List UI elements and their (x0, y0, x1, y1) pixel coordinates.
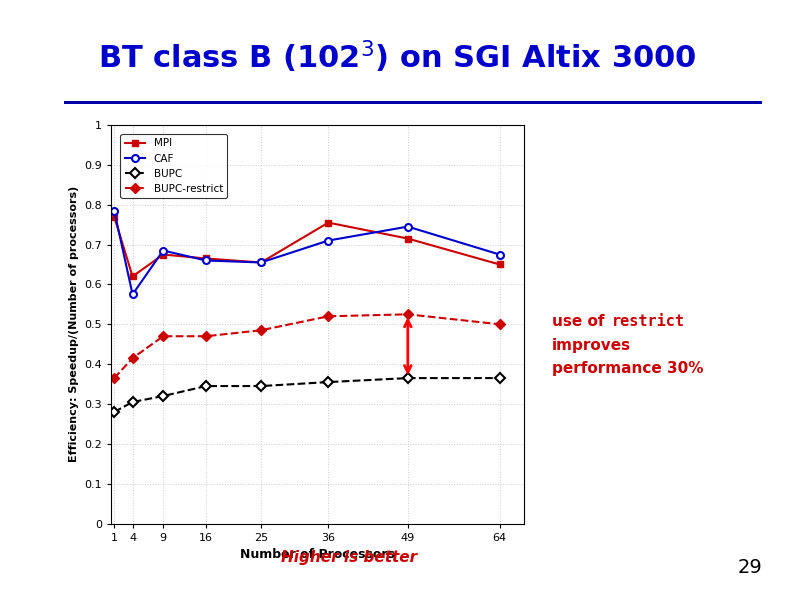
BUPC-restrict (256, 327, 266, 334)
CAF (323, 237, 333, 244)
Line: BUPC-restrict: BUPC-restrict (110, 311, 503, 381)
MPI (495, 261, 504, 268)
MPI (256, 259, 266, 266)
BUPC-restrict (403, 311, 413, 318)
BUPC-restrict (128, 355, 137, 362)
BUPC-restrict (495, 321, 504, 328)
X-axis label: Number of Processors: Number of Processors (240, 548, 395, 561)
MPI (158, 251, 168, 258)
BUPC (323, 378, 333, 386)
BUPC (110, 408, 119, 415)
CAF (158, 247, 168, 254)
BUPC (403, 374, 413, 381)
Text: performance 30%: performance 30% (552, 361, 703, 377)
BUPC-restrict (110, 374, 119, 381)
Text: improves: improves (552, 337, 631, 353)
Text: use of: use of (552, 314, 610, 329)
Text: restrict: restrict (611, 314, 684, 329)
BUPC-restrict (201, 333, 210, 340)
CAF (110, 207, 119, 214)
BUPC (128, 399, 137, 406)
MPI (110, 213, 119, 220)
BUPC-restrict (158, 333, 168, 340)
BUPC (495, 374, 504, 381)
BUPC (158, 393, 168, 400)
Text: 29: 29 (738, 558, 762, 577)
Text: BT class B (102$^3$) on SGI Altix 3000: BT class B (102$^3$) on SGI Altix 3000 (98, 38, 696, 75)
CAF (495, 251, 504, 258)
BUPC-restrict (323, 313, 333, 320)
Y-axis label: Efficiency: Speedup/(Number of processors): Efficiency: Speedup/(Number of processor… (69, 186, 79, 462)
MPI (323, 219, 333, 226)
CAF (128, 291, 137, 298)
BUPC (201, 383, 210, 390)
CAF (256, 259, 266, 266)
Text: Higher is better: Higher is better (281, 550, 418, 565)
Legend: MPI, CAF, BUPC, BUPC-restrict: MPI, CAF, BUPC, BUPC-restrict (121, 134, 227, 198)
MPI (128, 273, 137, 280)
Line: CAF: CAF (110, 207, 503, 298)
Line: BUPC: BUPC (110, 375, 503, 415)
BUPC (256, 383, 266, 390)
MPI (201, 255, 210, 262)
CAF (403, 223, 413, 230)
MPI (403, 235, 413, 242)
CAF (201, 257, 210, 264)
Line: MPI: MPI (110, 213, 503, 280)
